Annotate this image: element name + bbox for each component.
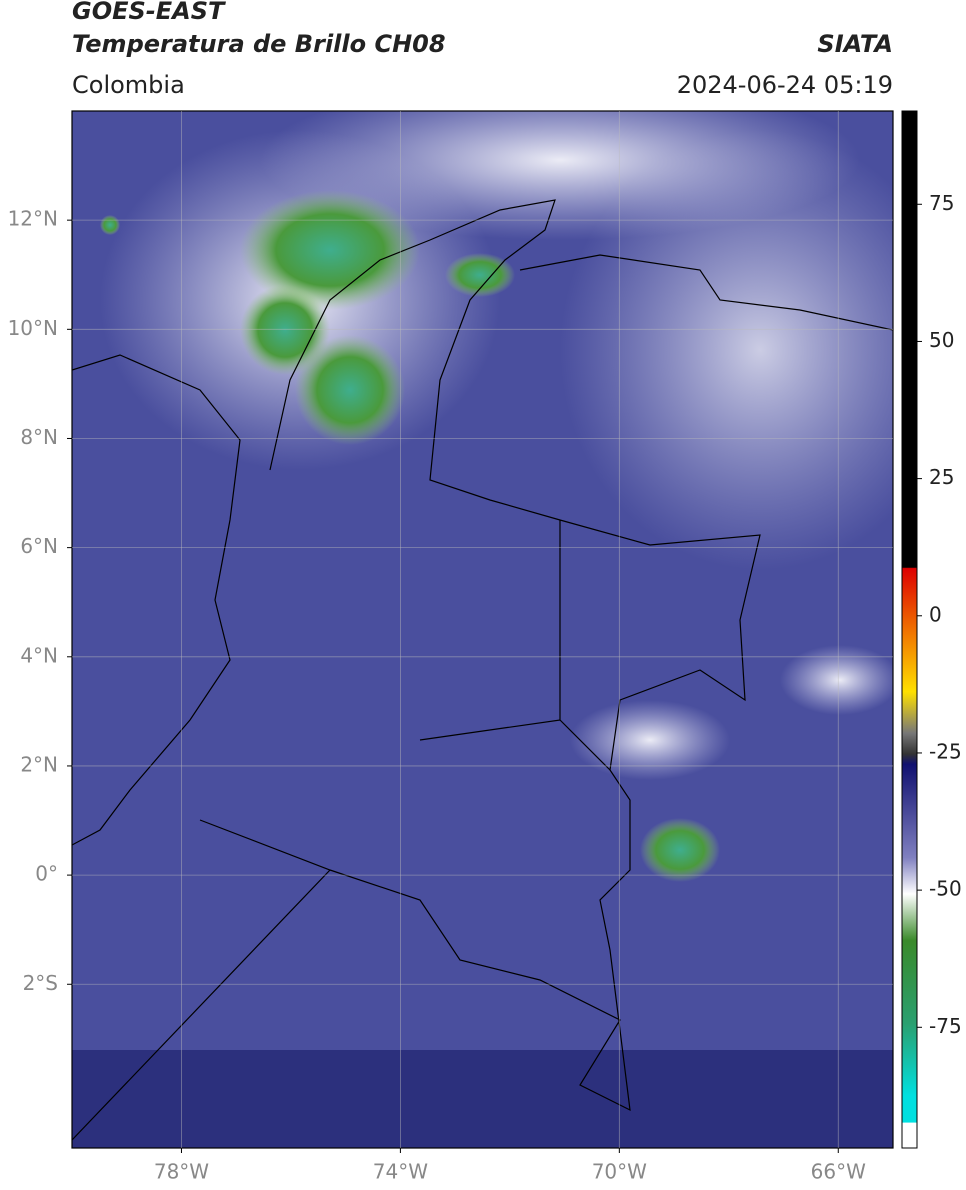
colorbar-tick-label: 25 [929, 465, 954, 489]
colorbar-tick-label: 50 [929, 328, 954, 352]
map-frame [71, 110, 894, 1149]
y-tick-label: 8°N [20, 425, 58, 449]
title: GOES-EAST [72, 0, 226, 25]
colorbar-tick-label: -75 [929, 1014, 962, 1038]
colorbar-tick-label: 75 [929, 191, 954, 215]
x-tick-label: 66°W [811, 1160, 866, 1184]
y-tick-label: 10°N [8, 316, 58, 340]
y-tick-label: 12°N [8, 207, 58, 231]
x-tick-label: 70°W [592, 1160, 647, 1184]
x-tick-label: 78°W [154, 1160, 209, 1184]
y-tick-label: 6°N [20, 534, 58, 558]
colorbar-tick-label: -50 [929, 877, 962, 901]
region: Colombia [72, 71, 185, 99]
y-tick-label: 2°N [20, 752, 58, 776]
satellite-image [72, 111, 893, 1148]
y-tick-label: 0° [35, 862, 58, 886]
y-tick-label: 2°S [23, 971, 58, 995]
source: SIATA [817, 30, 893, 58]
colorbar-tick-label: -25 [929, 739, 962, 763]
x-tick-label: 74°W [373, 1160, 428, 1184]
datetime: 2024-06-24 05:19 [677, 71, 893, 99]
colorbar [901, 110, 918, 1149]
y-tick-label: 4°N [20, 643, 58, 667]
colorbar-tick-label: 0 [929, 602, 942, 626]
subtitle: Temperatura de Brillo CH08 [72, 30, 446, 58]
